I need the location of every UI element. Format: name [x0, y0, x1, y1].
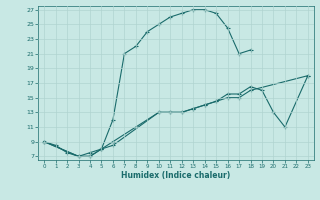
X-axis label: Humidex (Indice chaleur): Humidex (Indice chaleur): [121, 171, 231, 180]
